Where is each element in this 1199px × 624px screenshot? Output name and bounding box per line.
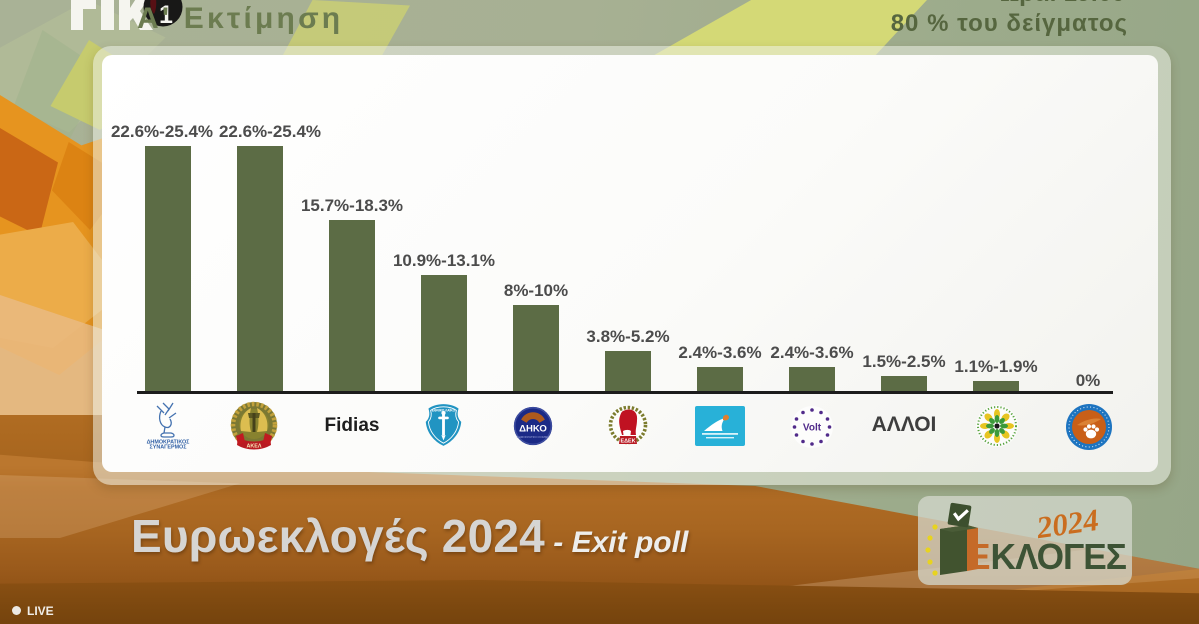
svg-text:Volt: Volt — [803, 423, 822, 434]
svg-text:2024: 2024 — [1034, 502, 1101, 545]
svg-text:ΑΚΕΛ: ΑΚΕΛ — [247, 444, 262, 450]
svg-text:ΔΗΜΟΚΡΑΤΙΚΟ ΚΟΜΜΑ: ΔΗΜΟΚΡΑΤΙΚΟ ΚΟΜΜΑ — [517, 435, 550, 439]
svg-text:ΕΘΝΙΚΟ ΛΑΪΚΟ: ΕΘΝΙΚΟ ΛΑΪΚΟ — [432, 408, 456, 412]
svg-text:ΚΛΟΓΕΣ: ΚΛΟΓΕΣ — [991, 537, 1127, 577]
svg-text:1: 1 — [159, 1, 173, 29]
svg-text:ΔΗΜΟΚΡΑΤΙΚΟΣ: ΔΗΜΟΚΡΑΤΙΚΟΣ — [147, 440, 191, 446]
svg-text:Ε: Ε — [967, 537, 991, 577]
svg-text:ΕΔΕΚ: ΕΔΕΚ — [621, 439, 636, 445]
svg-text:ΔΗΚΟ: ΔΗΚΟ — [519, 423, 547, 434]
svg-text:ΣΥΝΑΓΕΡΜΟΣ: ΣΥΝΑΓΕΡΜΟΣ — [150, 445, 188, 451]
